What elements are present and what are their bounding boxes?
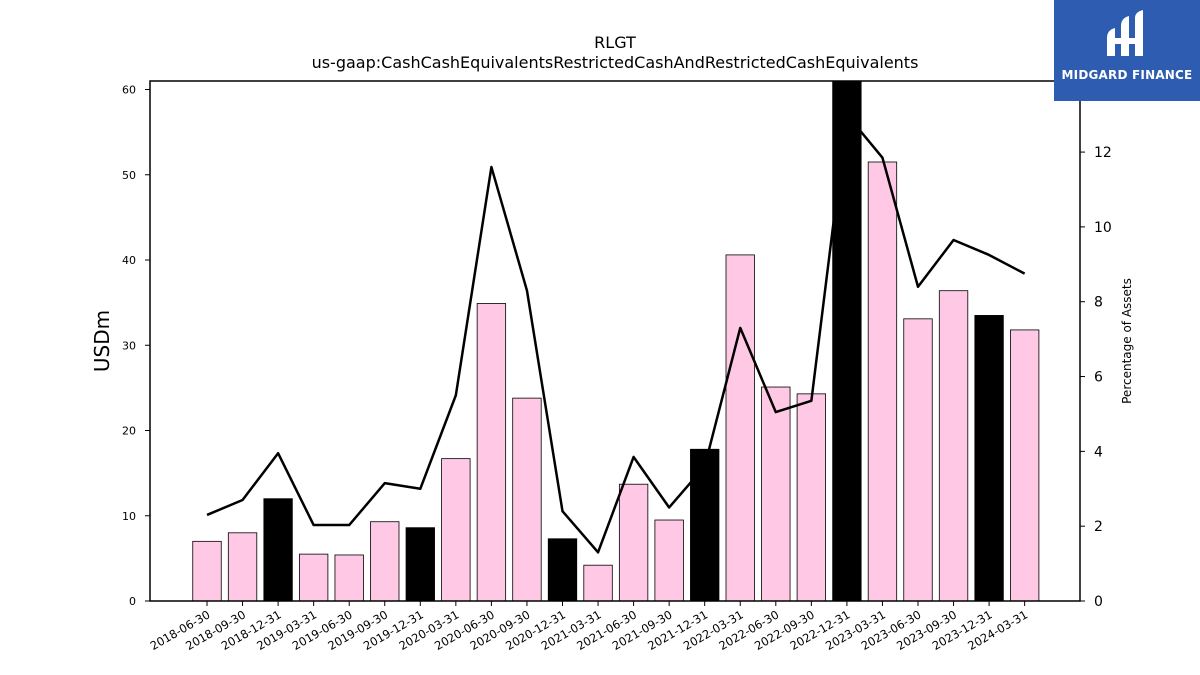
bar bbox=[903, 318, 933, 602]
y2-tick-label: 2 bbox=[1094, 519, 1103, 535]
bar bbox=[583, 564, 613, 602]
line-series bbox=[206, 113, 1026, 554]
y-tick-label: 0 bbox=[129, 595, 136, 608]
left-axis: 0 10 20 30 40 50 60 bbox=[122, 84, 150, 608]
brand-logo: MIDGARD FINANCE bbox=[1054, 0, 1200, 101]
bar bbox=[476, 303, 507, 602]
y2-tick-label: 6 bbox=[1094, 370, 1103, 386]
y2-tick-label: 0 bbox=[1094, 594, 1103, 610]
plot-frame bbox=[149, 80, 1081, 602]
bar bbox=[867, 161, 898, 602]
y-tick-label: 50 bbox=[122, 169, 136, 182]
y-tick-label: 60 bbox=[122, 84, 136, 97]
y-tick-label: 20 bbox=[122, 425, 136, 438]
bar bbox=[725, 254, 755, 602]
y2-tick-label: 12 bbox=[1094, 145, 1112, 161]
bar bbox=[690, 448, 720, 602]
bar bbox=[832, 80, 862, 602]
y-tick-label: 10 bbox=[122, 510, 136, 523]
right-axis: 0 2 4 6 8 10 12 bbox=[1080, 145, 1112, 610]
y-axis-label: USDm bbox=[90, 310, 114, 372]
bar bbox=[1010, 329, 1040, 602]
bar bbox=[938, 290, 969, 602]
y-tick-label: 40 bbox=[122, 254, 136, 267]
bar bbox=[370, 521, 400, 602]
bar bbox=[974, 315, 1004, 602]
logo-mark-icon bbox=[1107, 10, 1143, 56]
y-tick-label: 30 bbox=[122, 339, 136, 352]
bar bbox=[512, 397, 542, 602]
series-line bbox=[206, 113, 1026, 554]
bar-series bbox=[192, 80, 1040, 602]
bar bbox=[263, 498, 293, 602]
x-axis: 2018-06-302018-09-302018-12-312019-03-31… bbox=[148, 601, 1030, 653]
chart-title: RLGT bbox=[594, 33, 636, 52]
y2-tick-label: 10 bbox=[1094, 220, 1112, 236]
bar bbox=[334, 554, 364, 602]
bar bbox=[796, 393, 826, 602]
bar bbox=[761, 386, 791, 602]
bar bbox=[618, 483, 649, 602]
chart-subtitle: us-gaap:CashCashEquivalentsRestrictedCas… bbox=[312, 53, 919, 72]
bar bbox=[654, 519, 684, 602]
bar bbox=[441, 458, 471, 602]
bar bbox=[227, 532, 258, 602]
y2-tick-label: 4 bbox=[1094, 444, 1103, 460]
y2-axis-label: Percentage of Assets bbox=[1120, 278, 1134, 404]
bar bbox=[298, 553, 329, 602]
bar bbox=[405, 527, 435, 602]
y2-tick-label: 8 bbox=[1094, 295, 1103, 311]
logo-text: MIDGARD FINANCE bbox=[1061, 68, 1193, 82]
bar bbox=[192, 540, 222, 602]
bar bbox=[547, 538, 578, 602]
